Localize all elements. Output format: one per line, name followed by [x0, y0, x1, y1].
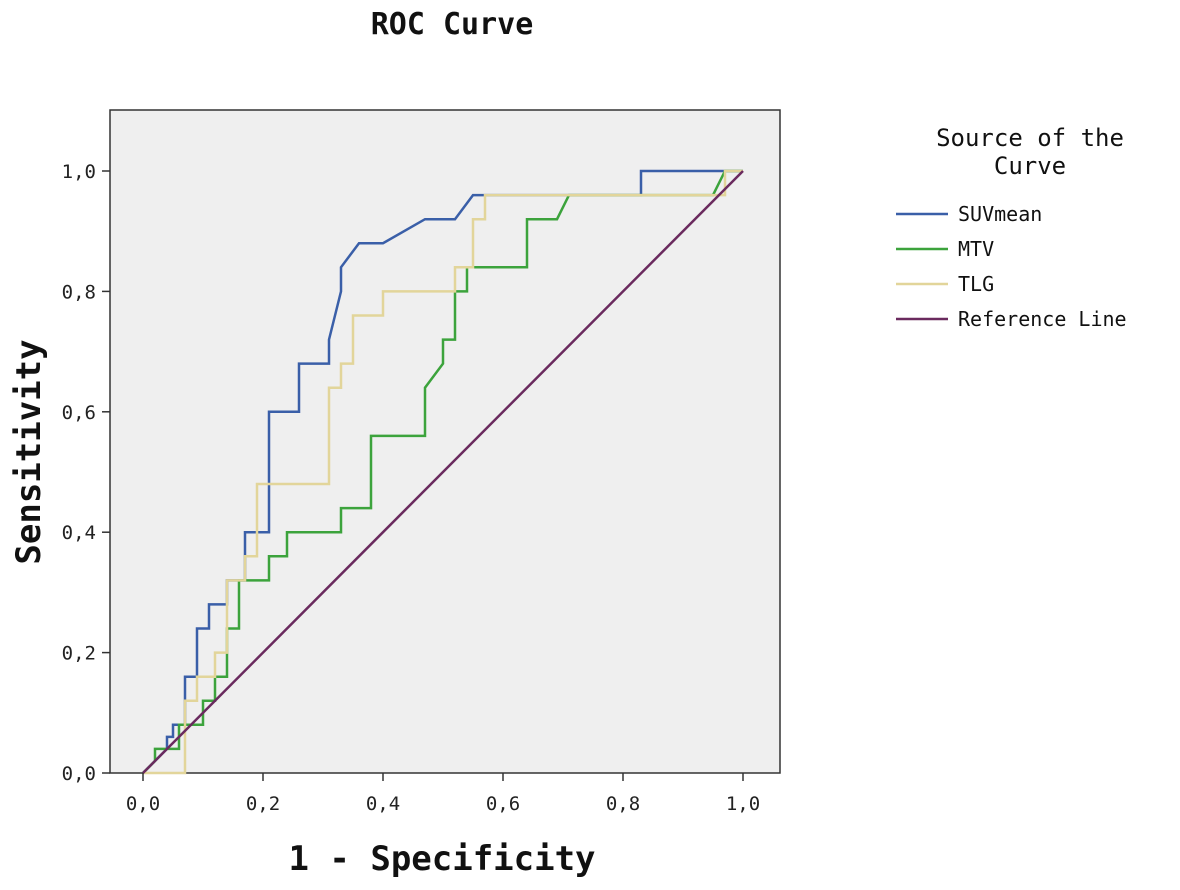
series-line-mtv — [142, 169, 743, 774]
series-line-reference-line — [142, 170, 744, 774]
legend-label-mtv: MTV — [958, 237, 994, 261]
x-axis-ticks: 0,0 0,2 0,4 0,6 0,8 1,0 — [126, 773, 760, 815]
x-tick-label: 0,6 — [486, 793, 520, 815]
y-tick-label: 1,0 — [62, 161, 96, 183]
y-tick-label: 0,8 — [62, 281, 96, 303]
legend-title-line-1: Source of the — [936, 124, 1124, 152]
legend: Source of the Curve SUVmean MTV TLG Referen… — [896, 124, 1127, 331]
y-tick-label: 0,4 — [62, 522, 96, 544]
plot-area — [109, 109, 781, 774]
y-axis-ticks: 0,0 0,2 0,4 0,6 0,8 1,0 — [62, 161, 110, 785]
x-tick-label: 0,2 — [246, 793, 280, 815]
x-tick-label: 0,0 — [126, 793, 160, 815]
chart-title: ROC Curve — [371, 7, 534, 42]
legend-label-tlg: TLG — [958, 272, 994, 296]
legend-label-suvmean: SUVmean — [958, 202, 1042, 226]
y-tick-label: 0,0 — [62, 763, 96, 785]
series-line-tlg — [143, 169, 743, 775]
legend-title-line-2: Curve — [994, 152, 1066, 180]
x-tick-label: 0,8 — [606, 793, 640, 815]
y-axis-title: Sensitivity — [9, 339, 49, 564]
x-tick-label: 1,0 — [726, 793, 760, 815]
x-tick-label: 0,4 — [366, 793, 400, 815]
legend-items: SUVmean MTV TLG Reference Line — [896, 202, 1127, 331]
y-tick-label: 0,2 — [62, 643, 96, 665]
legend-label-reference-line: Reference Line — [958, 307, 1127, 331]
series-layer — [142, 169, 744, 775]
x-axis-title: 1 - Specificity — [288, 839, 595, 879]
y-tick-label: 0,6 — [62, 402, 96, 424]
